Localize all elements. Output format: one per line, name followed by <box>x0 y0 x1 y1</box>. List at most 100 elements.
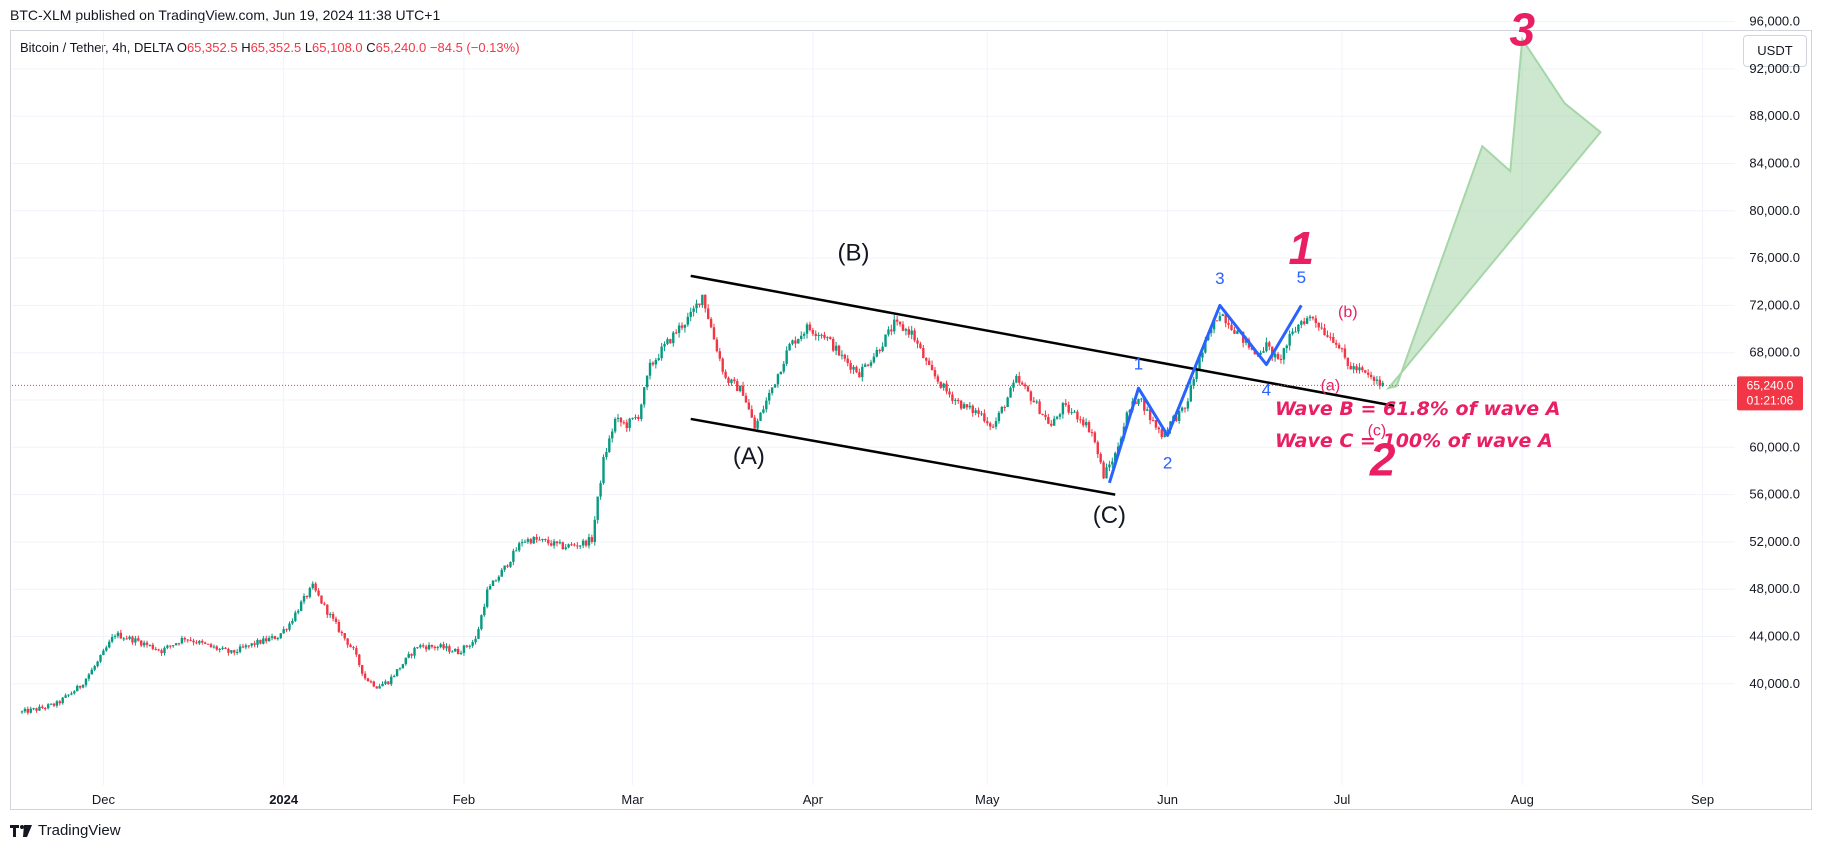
candle-body <box>265 638 268 642</box>
candle-body <box>116 632 120 637</box>
candle-body <box>611 431 614 439</box>
close-label: C <box>366 40 376 55</box>
candle-body <box>1070 412 1073 414</box>
candle-body <box>1279 358 1283 360</box>
candle-body <box>148 644 152 646</box>
candle-body <box>648 362 652 376</box>
candle-body <box>988 423 992 427</box>
candle-body <box>1003 406 1006 408</box>
candle-body <box>262 638 265 644</box>
candle-body <box>526 539 530 542</box>
candle-body <box>1183 407 1187 409</box>
candle-body <box>768 392 771 401</box>
candle-body <box>1262 351 1265 353</box>
candle-body <box>1314 318 1318 323</box>
open-value: 65,352.5 <box>186 40 238 55</box>
candle-body <box>930 364 934 371</box>
candle-body <box>157 649 160 651</box>
candle-body <box>634 417 637 419</box>
candle-body <box>994 421 998 427</box>
candle-body <box>1108 464 1111 468</box>
candle-body <box>436 647 439 649</box>
footer-brand[interactable]: TradingView <box>10 822 121 839</box>
candle-body <box>233 650 236 653</box>
candle-body <box>599 483 602 497</box>
candle-body <box>433 646 437 648</box>
candle-body <box>1035 401 1038 403</box>
candle-body <box>512 550 515 562</box>
candle-body <box>692 308 695 312</box>
candle-body <box>1305 318 1309 324</box>
subwave-label: (a) <box>1321 378 1341 395</box>
candle-body <box>183 638 187 640</box>
candle-body <box>1294 331 1297 333</box>
candle-body <box>1186 401 1190 409</box>
candle-body <box>765 400 768 410</box>
candle-body <box>1050 423 1053 426</box>
candle-body <box>105 647 108 651</box>
symbol-info-bar[interactable]: Bitcoin / Tether, 4h, DELTA O65,352.5 H6… <box>20 40 520 55</box>
candle-body <box>471 642 474 646</box>
candle-body <box>1175 416 1178 421</box>
candle-body <box>1369 374 1373 378</box>
wave-annotations: (A) (B) (C) 1 2 3 4 5 (b) (a) (c) 1 2 3 Wave B = 61.8%… <box>733 3 1602 529</box>
primary-wave-label: 3 <box>1509 3 1535 55</box>
candle-body <box>67 694 70 696</box>
candle-body <box>352 647 355 649</box>
candle-body <box>1012 382 1015 388</box>
candle-body <box>1044 414 1047 417</box>
candle-body <box>1323 328 1326 336</box>
y-tick-label: 56,000.0 <box>1749 487 1800 502</box>
candle-body <box>1038 401 1041 414</box>
candle-body <box>1378 379 1382 386</box>
x-tick-label: Aug <box>1511 792 1534 807</box>
x-tick-label: Jun <box>1157 792 1178 807</box>
candle-body <box>384 681 387 684</box>
candle-body <box>826 337 829 339</box>
candle-body <box>334 618 338 622</box>
candle-body <box>201 640 204 643</box>
candle-body <box>593 519 596 542</box>
candle-body <box>802 333 806 336</box>
countdown-label: 01:21:06 <box>1747 393 1794 407</box>
candle-body <box>820 334 823 336</box>
candle-body <box>1090 432 1094 434</box>
candle-body <box>1227 323 1230 325</box>
candle-body <box>683 324 687 328</box>
currency-button[interactable]: USDT <box>1743 35 1807 67</box>
impulse-wave-label: 4 <box>1262 380 1271 399</box>
candle-body <box>852 366 855 370</box>
y-tick-label: 80,000.0 <box>1749 203 1800 218</box>
candle-body <box>1111 461 1114 465</box>
candle-body <box>328 614 332 616</box>
candle-body <box>416 647 419 649</box>
candle-body <box>215 646 219 650</box>
last-price-label: 65,240.0 <box>1747 378 1794 392</box>
candle-body <box>866 364 870 366</box>
candle-body <box>581 540 585 546</box>
candle-body <box>535 536 538 540</box>
candle-body <box>829 337 832 339</box>
candle-body <box>241 646 245 648</box>
candle-body <box>782 363 785 372</box>
channel-lines <box>690 274 1395 496</box>
candle-body <box>224 647 227 649</box>
candle-body <box>427 644 431 650</box>
projection-arrow <box>1385 36 1602 390</box>
candle-body <box>477 629 480 639</box>
candle-body <box>622 422 626 424</box>
candle-body <box>1192 379 1195 386</box>
candle-body <box>1265 342 1268 352</box>
candle-body <box>151 644 155 649</box>
candle-body <box>430 644 434 647</box>
candle-body <box>1218 316 1222 321</box>
candle-body <box>980 413 983 415</box>
candle-body <box>893 319 896 332</box>
y-tick-label: 60,000.0 <box>1749 439 1800 454</box>
tv-logo-icon <box>10 824 32 837</box>
y-tick-label: 72,000.0 <box>1749 297 1800 312</box>
candle-body <box>52 703 56 706</box>
candle-body <box>465 645 469 647</box>
candle-body <box>381 683 384 687</box>
